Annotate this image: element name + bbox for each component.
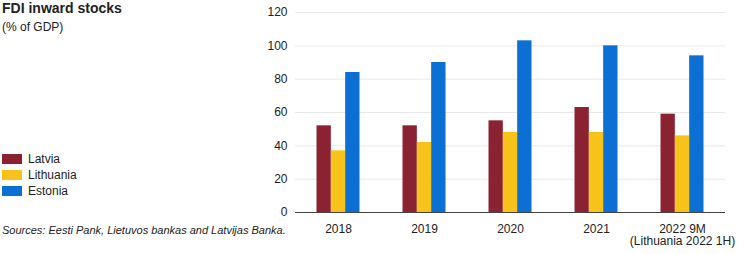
svg-text:20: 20 xyxy=(274,172,288,186)
html-text:FDI inward stocks: FDI inward stocks xyxy=(2,0,122,16)
html-text:Lithuania: Lithuania xyxy=(28,168,77,182)
svg-text:60: 60 xyxy=(274,105,288,119)
svg-text:2022 9M(Lithuania 2022 1H): 2022 9M(Lithuania 2022 1H) xyxy=(630,222,735,248)
svg-text:2020: 2020 xyxy=(497,222,524,236)
html-text:Latvia: Latvia xyxy=(28,152,60,166)
svg-text:0: 0 xyxy=(281,205,288,219)
svg-text:120: 120 xyxy=(267,5,287,19)
html-text:Estonia: Estonia xyxy=(28,184,68,198)
svg-text:100: 100 xyxy=(267,39,287,53)
html-text:(% of GDP): (% of GDP) xyxy=(2,20,64,34)
svg-text:80: 80 xyxy=(274,72,288,86)
svg-text:2018: 2018 xyxy=(325,222,352,236)
svg-text:2021: 2021 xyxy=(583,222,610,236)
svg-text:2019: 2019 xyxy=(411,222,438,236)
svg-text:40: 40 xyxy=(274,139,288,153)
html-text:Sources: Eesti Pank, Lietuvos: Sources: Eesti Pank, Lietuvos bankas and… xyxy=(2,224,286,236)
